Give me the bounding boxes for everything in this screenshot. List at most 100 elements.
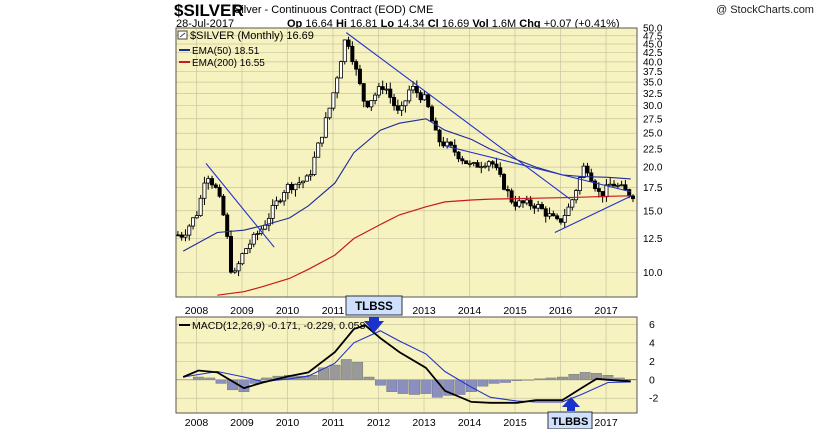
ema50-legend-label: EMA(50) 18.51	[192, 46, 260, 57]
candle-body	[225, 214, 230, 237]
candle-body	[183, 234, 188, 238]
y-tick-label: 12.5	[643, 234, 663, 245]
candle-body	[278, 200, 283, 203]
histogram-bar	[329, 364, 341, 380]
y-tick-label: 10.0	[643, 268, 663, 279]
candle-body	[369, 100, 374, 108]
candle-body	[251, 233, 256, 245]
candle-body	[399, 105, 404, 111]
macd-panel-background	[176, 317, 637, 413]
candle-body	[585, 165, 590, 174]
candle-body	[320, 136, 325, 144]
candle-body	[536, 204, 541, 209]
candle-body	[521, 200, 526, 204]
x-tick-label: 2014	[458, 305, 482, 317]
candle-body	[194, 215, 199, 219]
candle-body	[202, 182, 207, 199]
histogram-bar	[397, 379, 409, 394]
candle-body	[270, 205, 275, 219]
candle-body	[509, 190, 514, 203]
x-tick-label: 2016	[549, 305, 573, 317]
close-value: 16.69	[441, 18, 470, 30]
y-tick-label: 45.0	[643, 39, 663, 50]
candle-body	[407, 89, 412, 102]
histogram-bar	[557, 376, 568, 380]
histogram-bar	[192, 376, 204, 380]
y-tick-label: 25.0	[643, 129, 663, 140]
histogram-bar	[488, 379, 500, 384]
histogram-bar	[409, 379, 420, 395]
x-tick-label: 2013	[412, 305, 436, 317]
candle-body	[418, 92, 423, 101]
ohlc-readout: Op 16.64 Hi 16.81 Lo 14.34 Cl 16.69 Vol …	[287, 18, 620, 30]
candle-body	[551, 213, 556, 217]
open-value: 16.64	[305, 18, 333, 30]
x-tick-label: 2010	[276, 305, 300, 317]
open-label: Op	[287, 18, 303, 30]
candle-body	[308, 174, 313, 177]
candle-body	[354, 61, 359, 70]
candle-body	[490, 161, 495, 165]
y-tick-label: 0	[649, 374, 655, 386]
low-label: Lo	[380, 18, 395, 30]
candle-body	[612, 183, 617, 187]
candle-body	[502, 174, 507, 190]
candle-body	[547, 213, 552, 217]
macd-legend: MACD(12,26,9) -0.171, -0.229, 0.058	[179, 320, 366, 332]
x-tick-label: 2010	[276, 417, 300, 429]
macd-panel-border	[175, 316, 638, 414]
candle-body	[175, 234, 180, 237]
y-tick-label: 4	[649, 337, 655, 349]
price-legend: $SILVER (Monthly) 16.69 EMA(50) 18.51EMA(…	[177, 30, 314, 69]
candle-body	[247, 243, 252, 250]
x-tick-label: 2017	[594, 305, 618, 317]
candle-body	[323, 117, 328, 138]
trendlines	[205, 32, 631, 248]
contract-subtitle: Silver - Continuous Contract (EOD) CME	[234, 4, 434, 16]
candle-body	[528, 199, 533, 207]
up-arrow-icon	[562, 397, 580, 411]
candle-body	[596, 188, 601, 192]
chg-label: Chg	[519, 18, 541, 30]
x-tick-label: 2011	[322, 305, 345, 317]
histogram-bar	[420, 379, 432, 394]
candle-body	[327, 107, 332, 119]
candle-body	[346, 39, 351, 47]
tlbbs-label: TLBBS	[552, 416, 589, 428]
candle-body	[494, 163, 499, 169]
candle-body	[524, 199, 529, 204]
candle-body	[304, 175, 309, 182]
price-panel: 50.047.545.042.540.037.535.032.530.0 27.5…	[175, 24, 663, 317]
candle-body	[483, 165, 488, 168]
y-tick-label: 35.0	[643, 78, 663, 89]
candle-body	[570, 199, 575, 208]
candle-body	[445, 141, 450, 147]
candle-body	[392, 96, 397, 107]
candle-body	[384, 88, 389, 91]
histogram-bar	[340, 359, 352, 380]
histogram-bar	[375, 379, 386, 386]
candle-body	[240, 253, 245, 265]
candle-body	[608, 183, 613, 186]
candle-body	[562, 215, 567, 223]
candle-body	[593, 180, 598, 189]
candle-body	[441, 141, 446, 147]
histogram-bar	[215, 379, 227, 384]
x-tick-label: 2012	[367, 417, 391, 429]
candle-body	[357, 68, 362, 85]
x-tick-label: 2015	[503, 417, 527, 429]
candle-body	[615, 184, 620, 187]
x-tick-label: 2013	[412, 417, 436, 429]
candle-body	[373, 94, 378, 101]
candle-body	[232, 270, 237, 273]
candle-body	[266, 217, 271, 226]
x-tick-label: 2015	[503, 305, 527, 317]
candle-body	[316, 142, 321, 158]
candle-body	[380, 86, 385, 90]
candle-body	[467, 163, 472, 165]
candle-body	[213, 184, 218, 188]
y-tick-label: 30.0	[643, 101, 663, 112]
tlbss-box	[345, 295, 403, 316]
candle-body	[297, 182, 302, 185]
candle-body	[532, 205, 537, 209]
